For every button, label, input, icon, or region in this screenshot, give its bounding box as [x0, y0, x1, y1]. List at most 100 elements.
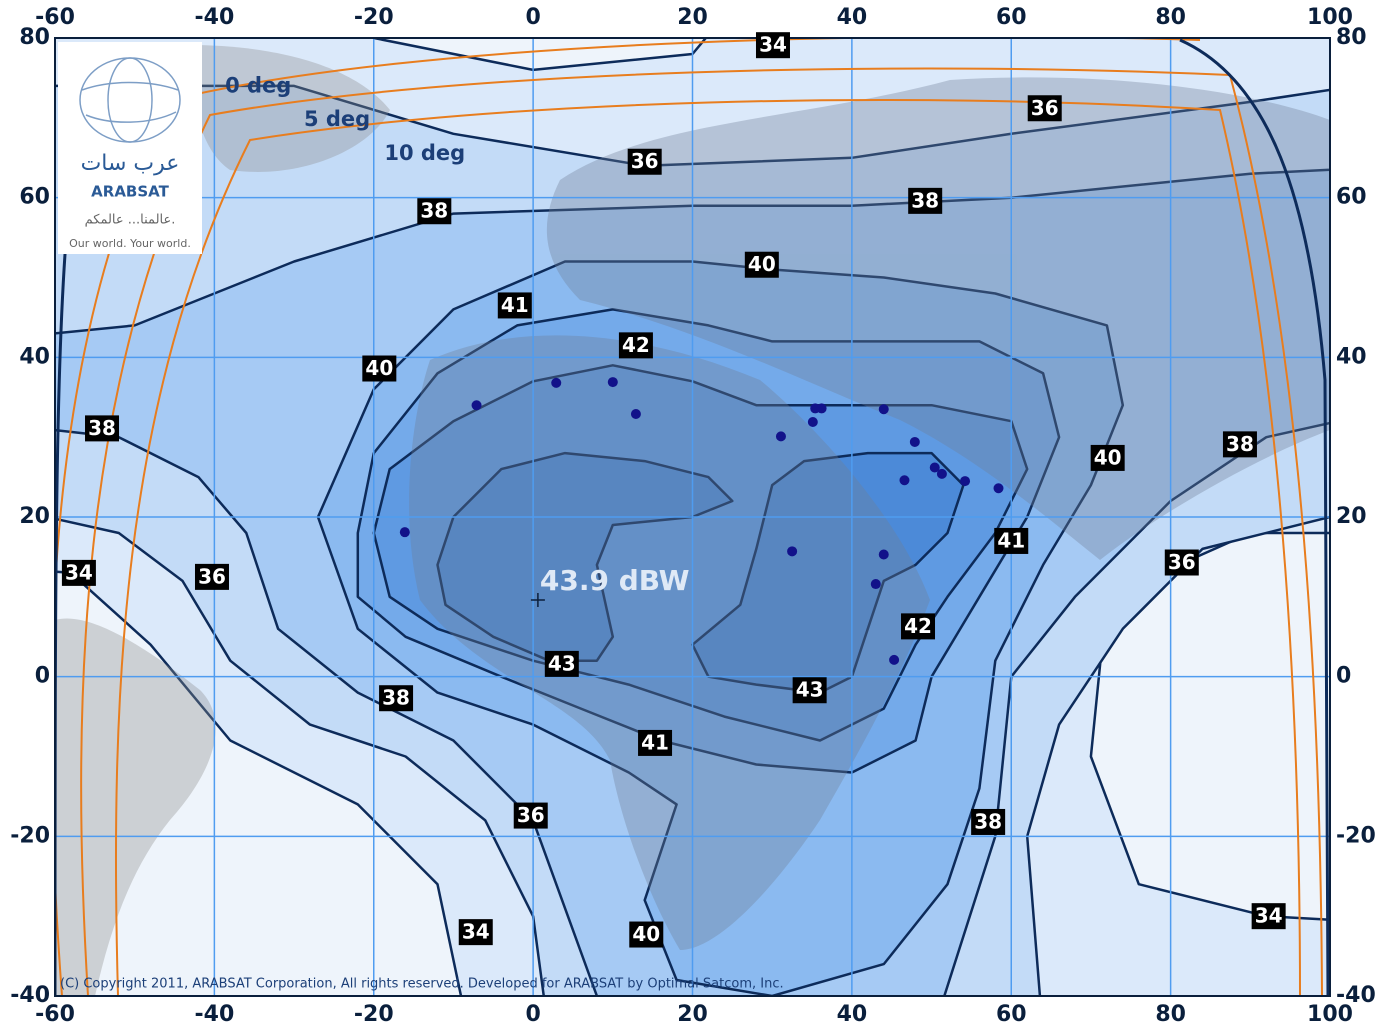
contour-label: 40 — [748, 252, 776, 276]
contour-label: 42 — [622, 333, 650, 357]
y-tick-label: 80 — [19, 25, 50, 50]
x-tick-label: 0 — [525, 1002, 540, 1027]
contour-label: 38 — [1226, 432, 1254, 456]
site — [807, 416, 818, 427]
contour-label-box — [194, 563, 229, 590]
contour-label-box — [901, 613, 936, 640]
contour-label: 43 — [796, 678, 824, 702]
y-tick-label: 0 — [35, 664, 50, 689]
x-tick-label: 0 — [525, 5, 540, 30]
contour-label: 34 — [759, 33, 787, 57]
site — [936, 468, 947, 479]
x-tick-label: 20 — [677, 1002, 708, 1027]
elevation-label: 5 deg — [304, 107, 370, 131]
x-tick-label: -60 — [35, 1002, 75, 1027]
contour-label: 40 — [1094, 445, 1122, 469]
site — [787, 546, 798, 557]
contour-label: 34 — [1255, 904, 1283, 928]
contour-label: 36 — [198, 564, 226, 588]
y-tick-label: -40 — [10, 983, 50, 1008]
logo-background — [58, 42, 202, 254]
copyright: (C) Copyright 2011, ARABSAT Corporation,… — [60, 977, 784, 992]
y-tick-label: 40 — [19, 344, 50, 369]
y-tick-label: 60 — [1336, 185, 1367, 210]
x-tick-label: -40 — [195, 1002, 235, 1027]
x-tick-label: 40 — [837, 1002, 868, 1027]
contour-label-box — [792, 677, 827, 704]
elevation-curve — [80, 67, 1323, 996]
contour-label: 43 — [548, 651, 576, 675]
contour-label: 36 — [1168, 550, 1196, 574]
elevation-label: 0 deg — [225, 74, 291, 98]
logo-name: ARABSAT — [91, 183, 169, 201]
site — [878, 404, 889, 415]
contour-label: 34 — [462, 920, 490, 944]
grid-layer — [55, 38, 1330, 996]
site — [909, 436, 920, 447]
site — [816, 403, 827, 414]
contour-label-box — [458, 919, 493, 946]
logo-globe — [79, 57, 181, 143]
site — [878, 549, 889, 560]
contour-label-box — [638, 729, 673, 756]
y-tick-label: -20 — [10, 823, 50, 848]
contour-label: 41 — [501, 293, 529, 317]
site — [775, 431, 786, 442]
logo-arabic: عرب سات — [81, 151, 180, 176]
y-tick-label: 0 — [1336, 664, 1351, 689]
x-tick-label: 40 — [837, 5, 868, 30]
x-tick-label: 100 — [1307, 1002, 1353, 1027]
x-tick-label: 80 — [1155, 5, 1186, 30]
logo: عرب سات ARABSAT عالمنا... عالمكم. Our wo… — [58, 42, 202, 254]
x-tick-label: -20 — [354, 1002, 394, 1027]
contour-label-box — [627, 148, 662, 175]
contour-label-box — [379, 685, 414, 712]
contour-label-box — [417, 198, 452, 225]
contour-label: 38 — [420, 199, 448, 223]
contour-label-box — [908, 187, 943, 214]
x-tick-label: -20 — [354, 5, 394, 30]
elevation-curve — [114, 99, 1301, 996]
x-tick-label: -60 — [35, 5, 75, 30]
x-tick-label: 100 — [1307, 5, 1353, 30]
contour-label-box — [1164, 549, 1199, 576]
logo-slogan: Our world. Your world. — [69, 237, 191, 250]
contour-label-box — [61, 559, 96, 586]
contour-label: 38 — [382, 686, 410, 710]
land — [55, 618, 216, 996]
y-tick-label: -20 — [1336, 823, 1376, 848]
elevation-label: 10 deg — [384, 141, 465, 165]
land — [409, 335, 931, 950]
site — [929, 462, 940, 473]
contour-label: 38 — [974, 809, 1002, 833]
x-tick-label: -40 — [195, 5, 235, 30]
land — [190, 45, 390, 172]
contour-label-box — [362, 355, 397, 382]
contour-label-box — [544, 650, 579, 677]
contour-label-box — [1222, 431, 1257, 458]
site — [630, 409, 641, 420]
peak-label: 43.9 dBW — [540, 564, 690, 597]
contour-label: 40 — [632, 922, 660, 946]
contour-label-box — [971, 808, 1006, 835]
contour-label-box — [629, 921, 664, 948]
contour-label: 42 — [904, 614, 932, 638]
contour-label: 41 — [641, 730, 669, 754]
y-tick-label: 20 — [1336, 504, 1367, 529]
site — [993, 483, 1004, 494]
contour-label: 38 — [88, 416, 116, 440]
site — [551, 377, 562, 388]
contour-label-box — [1027, 95, 1062, 122]
site — [607, 377, 618, 388]
y-tick-label: 20 — [19, 504, 50, 529]
contour-label-box — [618, 332, 653, 359]
y-tick-label: 60 — [19, 185, 50, 210]
logo-slogan-arabic: عالمنا... عالمكم. — [85, 213, 176, 228]
plot-frame — [54, 37, 1331, 997]
site — [471, 400, 482, 411]
x-tick-label: 60 — [996, 1002, 1027, 1027]
contour-label-box — [1251, 903, 1286, 930]
site — [399, 527, 410, 538]
y-tick-label: 80 — [1336, 25, 1367, 50]
